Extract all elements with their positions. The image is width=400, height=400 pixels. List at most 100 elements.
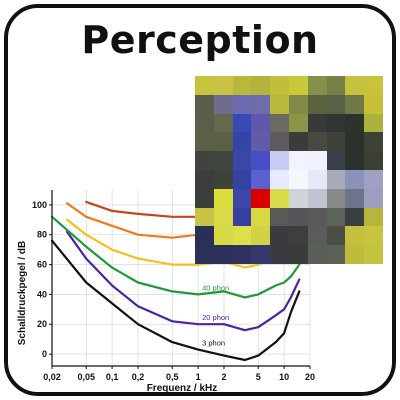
mosaic-pixel: [345, 151, 365, 170]
mosaic-pixel: [307, 207, 327, 227]
x-tick-label: 20: [305, 372, 315, 382]
mosaic-pixel: [364, 151, 383, 170]
mosaic-pixel: [307, 132, 327, 152]
page-title: Perception: [81, 18, 319, 62]
mosaic-pixel: [195, 113, 214, 133]
mosaic-pixel: [270, 151, 289, 170]
mosaic-pixel: [213, 151, 233, 170]
mosaic-pixel: [251, 94, 271, 114]
mosaic-pixel: [326, 226, 346, 246]
mosaic-pixel: [251, 76, 271, 95]
x-tick-label: 0,05: [77, 372, 95, 382]
mosaic-pixel: [364, 207, 383, 227]
mosaic-pixel: [213, 169, 233, 189]
curve-series-2: [50, 215, 301, 299]
mosaic-pixel: [232, 94, 252, 114]
x-tick-label: 0,02: [43, 372, 61, 382]
mosaic-pixel: [251, 132, 271, 152]
mosaic-pixel: [251, 188, 271, 208]
x-tick-label: 2: [221, 372, 226, 382]
mosaic-pixel: [345, 76, 365, 95]
mosaic-pixel: [345, 226, 365, 246]
x-axis-label: Frequenz / kHz: [147, 383, 218, 392]
chart-axes: [51, 190, 310, 367]
x-tick-label: 0,1: [106, 372, 119, 382]
mosaic-pixel: [288, 76, 308, 95]
curve-series-5: [85, 200, 200, 218]
x-tick-label: 1: [196, 372, 201, 382]
y-tick-label: 80: [37, 230, 47, 240]
mosaic-pixel: [232, 113, 252, 133]
mosaic-pixel: [288, 151, 308, 170]
mosaic-pixel: [251, 207, 271, 227]
mosaic-pixel: [364, 113, 383, 133]
mosaic-pixel: [195, 188, 214, 208]
mosaic-pixel: [326, 151, 346, 170]
mosaic-pixel: [307, 76, 327, 95]
pixel-mosaic-image: [195, 76, 383, 264]
mosaic-pixel: [270, 226, 289, 246]
mosaic-pixel: [364, 76, 383, 95]
mosaic-pixel: [232, 132, 252, 152]
mosaic-pixel: [326, 169, 346, 189]
mosaic-pixel: [364, 94, 383, 114]
curve-series-1: [66, 230, 301, 332]
mosaic-pixel: [288, 169, 308, 189]
mosaic-pixel: [307, 188, 327, 208]
mosaic-pixel: [195, 245, 214, 264]
mosaic-pixel: [195, 94, 214, 114]
mosaic-pixel: [251, 151, 271, 170]
mosaic-pixel: [232, 76, 252, 95]
mosaic-pixel: [213, 76, 233, 95]
mosaic-pixel: [213, 113, 233, 133]
mosaic-pixel: [326, 132, 346, 152]
mosaic-pixel: [326, 245, 346, 264]
mosaic-pixel: [288, 94, 308, 114]
mosaic-pixel: [213, 226, 233, 246]
mosaic-pixel: [270, 76, 289, 95]
mosaic-pixel: [195, 151, 214, 170]
x-tick-label: 5: [256, 372, 261, 382]
mosaic-pixel: [326, 76, 346, 95]
y-tick-label: 100: [32, 200, 47, 210]
mosaic-pixel: [270, 132, 289, 152]
mosaic-pixel: [345, 207, 365, 227]
mosaic-pixel: [345, 188, 365, 208]
y-axis-label: Schalldruckpegel / dB: [17, 241, 28, 345]
mosaic-pixel: [326, 207, 346, 227]
mosaic-pixel: [232, 245, 252, 264]
x-tick-label: 0,5: [166, 372, 179, 382]
series-label: 20 phon: [202, 313, 229, 322]
mosaic-pixel: [270, 94, 289, 114]
mosaic-pixel: [326, 94, 346, 114]
perception-card: Perception 0,02 0,05 0,1 0,2 0,5 1 2 5 10 20 0 20 40…: [4, 4, 396, 396]
mosaic-pixel: [232, 151, 252, 170]
y-tick-label: 20: [37, 319, 47, 329]
mosaic-pixel: [270, 188, 289, 208]
y-tick-label: 0: [42, 349, 47, 359]
y-tick-label: 60: [37, 260, 47, 270]
mosaic-pixel: [307, 151, 327, 170]
mosaic-pixel: [364, 132, 383, 152]
mosaic-pixel: [232, 188, 252, 208]
mosaic-pixel: [213, 132, 233, 152]
mosaic-pixel: [288, 188, 308, 208]
mosaic-pixel: [345, 132, 365, 152]
mosaic-pixel: [345, 245, 365, 264]
mosaic-pixel: [307, 94, 327, 114]
mosaic-pixel: [288, 207, 308, 227]
chart-ticks: 0,02 0,05 0,1 0,2 0,5 1 2 5 10 20 0 20 40 60 80 100: [32, 200, 315, 382]
mosaic-pixel: [345, 113, 365, 133]
mosaic-pixel: [195, 226, 214, 246]
mosaic-pixel: [364, 226, 383, 246]
y-tick-label: 40: [37, 289, 47, 299]
mosaic-pixel: [232, 207, 252, 227]
mosaic-pixel: [195, 132, 214, 152]
mosaic-pixel: [251, 226, 271, 246]
mosaic-pixel: [232, 226, 252, 246]
mosaic-pixel: [288, 226, 308, 246]
mosaic-pixel: [345, 94, 365, 114]
mosaic-pixel: [270, 169, 289, 189]
mosaic-pixel: [364, 188, 383, 208]
mosaic-pixel: [288, 113, 308, 133]
